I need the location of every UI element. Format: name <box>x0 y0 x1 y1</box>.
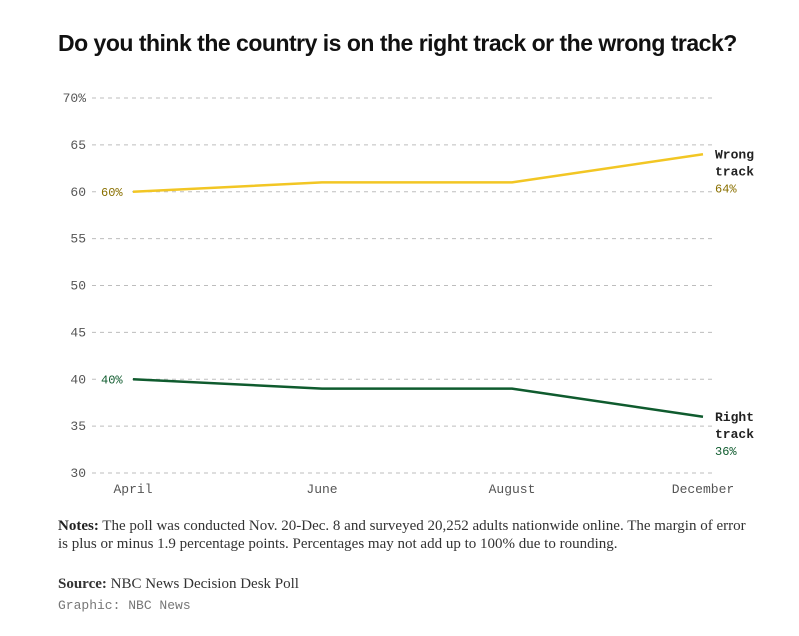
y-tick-label: 70% <box>63 91 87 106</box>
x-tick-label: April <box>113 482 152 497</box>
y-tick-label: 40 <box>70 372 86 387</box>
series-end-label: 64% <box>715 182 737 196</box>
series-line <box>132 378 704 418</box>
x-tick-label: August <box>489 482 536 497</box>
y-tick-label: 65 <box>70 138 86 153</box>
label-background <box>97 370 130 387</box>
x-tick-label: December <box>672 482 734 497</box>
y-tick-label: 45 <box>70 325 86 340</box>
series-name-label: track <box>715 164 754 179</box>
line-chart: 30 35 40 45 50 55 60 65 70% April June August Decemb… <box>63 91 755 497</box>
y-tick-label: 55 <box>70 232 86 247</box>
series-name-label: Right <box>715 410 754 425</box>
source: Source: NBC News Decision Desk Poll <box>58 575 748 593</box>
series-start-label: 40% <box>101 373 123 387</box>
y-tick-label: 50 <box>70 279 86 294</box>
notes-text: The poll was conducted Nov. 20-Dec. 8 an… <box>58 518 746 552</box>
source-label: Source: <box>58 576 107 592</box>
series-start-label: 60% <box>101 186 123 200</box>
notes-label: Notes: <box>58 518 99 534</box>
series-line <box>132 153 704 193</box>
series-name-label: track <box>715 427 754 442</box>
chart-title: Do you think the country is on the right… <box>58 30 737 56</box>
y-tick-label: 60 <box>70 185 86 200</box>
source-text: NBC News Decision Desk Poll <box>106 576 299 592</box>
series-name-label: Wrong <box>715 147 754 162</box>
y-tick-label: 35 <box>70 419 86 434</box>
x-tick-label: June <box>306 482 337 497</box>
series-end-label: 36% <box>715 445 737 459</box>
label-background <box>97 182 130 199</box>
graphic-credit: Graphic: NBC News <box>58 598 191 613</box>
y-tick-label: 30 <box>70 466 86 481</box>
notes: Notes: The poll was conducted Nov. 20-De… <box>58 517 748 553</box>
